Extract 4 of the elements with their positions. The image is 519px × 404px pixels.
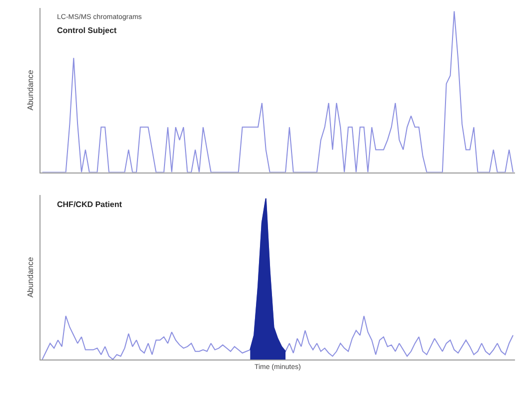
y-axis-title: Abundance (26, 69, 35, 110)
text: Control Subject (57, 26, 117, 35)
chart-title: CHF/CKD Patient (57, 200, 122, 209)
y-axis-title: Abundance (26, 256, 35, 298)
